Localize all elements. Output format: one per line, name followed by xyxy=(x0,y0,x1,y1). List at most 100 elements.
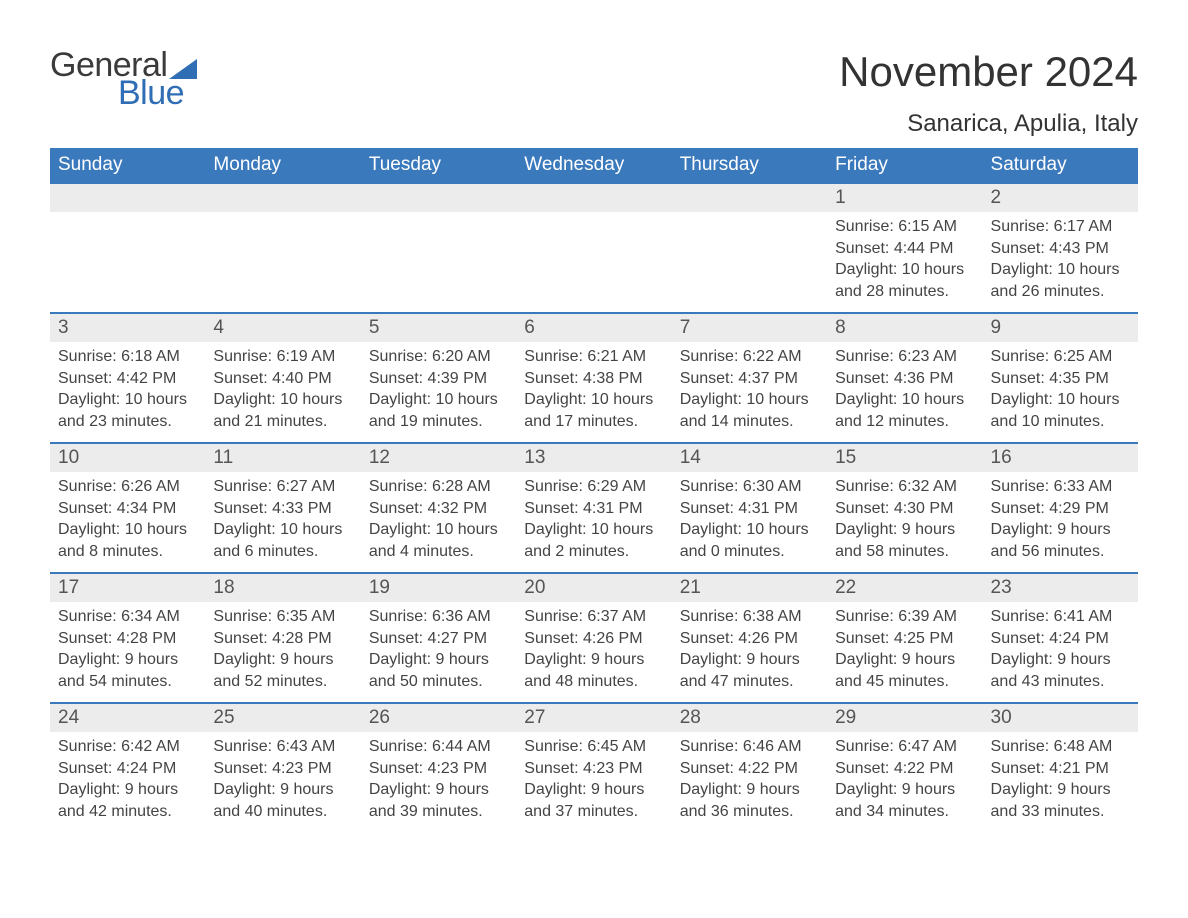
day-number: 16 xyxy=(983,444,1138,472)
sunset-line: Sunset: 4:23 PM xyxy=(213,758,352,780)
day-cell-9: 9Sunrise: 6:25 AMSunset: 4:35 PMDaylight… xyxy=(983,314,1138,442)
title-block: November 2024 Sanarica, Apulia, Italy xyxy=(839,48,1138,138)
sunrise-line: Sunrise: 6:22 AM xyxy=(680,346,819,368)
daylight-line-2: and 17 minutes. xyxy=(524,411,663,433)
daylight-line-1: Daylight: 9 hours xyxy=(213,649,352,671)
sunrise-line: Sunrise: 6:38 AM xyxy=(680,606,819,628)
sunrise-line: Sunrise: 6:42 AM xyxy=(58,736,197,758)
daylight-line-2: and 39 minutes. xyxy=(369,801,508,823)
daylight-line-1: Daylight: 9 hours xyxy=(680,649,819,671)
weekday-tuesday: Tuesday xyxy=(361,148,516,182)
day-number xyxy=(205,184,360,212)
daylight-line-2: and 40 minutes. xyxy=(213,801,352,823)
day-cell-19: 19Sunrise: 6:36 AMSunset: 4:27 PMDayligh… xyxy=(361,574,516,702)
daylight-line-2: and 50 minutes. xyxy=(369,671,508,693)
sunrise-line: Sunrise: 6:20 AM xyxy=(369,346,508,368)
sunrise-line: Sunrise: 6:45 AM xyxy=(524,736,663,758)
day-body: Sunrise: 6:32 AMSunset: 4:30 PMDaylight:… xyxy=(827,472,982,568)
sunset-line: Sunset: 4:21 PM xyxy=(991,758,1130,780)
day-number xyxy=(361,184,516,212)
daylight-line-1: Daylight: 9 hours xyxy=(835,519,974,541)
sunrise-line: Sunrise: 6:41 AM xyxy=(991,606,1130,628)
day-number: 6 xyxy=(516,314,671,342)
sunrise-line: Sunrise: 6:35 AM xyxy=(213,606,352,628)
daylight-line-2: and 12 minutes. xyxy=(835,411,974,433)
day-body: Sunrise: 6:46 AMSunset: 4:22 PMDaylight:… xyxy=(672,732,827,828)
daylight-line-1: Daylight: 10 hours xyxy=(991,259,1130,281)
daylight-line-1: Daylight: 10 hours xyxy=(835,389,974,411)
daylight-line-2: and 10 minutes. xyxy=(991,411,1130,433)
sunrise-line: Sunrise: 6:21 AM xyxy=(524,346,663,368)
day-number: 8 xyxy=(827,314,982,342)
sunrise-line: Sunrise: 6:27 AM xyxy=(213,476,352,498)
daylight-line-2: and 34 minutes. xyxy=(835,801,974,823)
daylight-line-2: and 36 minutes. xyxy=(680,801,819,823)
daylight-line-1: Daylight: 9 hours xyxy=(524,649,663,671)
day-body: Sunrise: 6:39 AMSunset: 4:25 PMDaylight:… xyxy=(827,602,982,698)
day-cell-28: 28Sunrise: 6:46 AMSunset: 4:22 PMDayligh… xyxy=(672,704,827,832)
day-body: Sunrise: 6:38 AMSunset: 4:26 PMDaylight:… xyxy=(672,602,827,698)
daylight-line-1: Daylight: 10 hours xyxy=(213,519,352,541)
day-body: Sunrise: 6:25 AMSunset: 4:35 PMDaylight:… xyxy=(983,342,1138,438)
day-body: Sunrise: 6:44 AMSunset: 4:23 PMDaylight:… xyxy=(361,732,516,828)
sunrise-line: Sunrise: 6:48 AM xyxy=(991,736,1130,758)
day-number: 25 xyxy=(205,704,360,732)
sunset-line: Sunset: 4:37 PM xyxy=(680,368,819,390)
sunset-line: Sunset: 4:24 PM xyxy=(58,758,197,780)
sunset-line: Sunset: 4:42 PM xyxy=(58,368,197,390)
daylight-line-1: Daylight: 9 hours xyxy=(524,779,663,801)
day-body: Sunrise: 6:48 AMSunset: 4:21 PMDaylight:… xyxy=(983,732,1138,828)
sunset-line: Sunset: 4:43 PM xyxy=(991,238,1130,260)
daylight-line-2: and 19 minutes. xyxy=(369,411,508,433)
day-cell-23: 23Sunrise: 6:41 AMSunset: 4:24 PMDayligh… xyxy=(983,574,1138,702)
sunrise-line: Sunrise: 6:46 AM xyxy=(680,736,819,758)
day-cell-5: 5Sunrise: 6:20 AMSunset: 4:39 PMDaylight… xyxy=(361,314,516,442)
day-cell-empty xyxy=(672,184,827,312)
daylight-line-2: and 47 minutes. xyxy=(680,671,819,693)
day-body: Sunrise: 6:19 AMSunset: 4:40 PMDaylight:… xyxy=(205,342,360,438)
day-body: Sunrise: 6:29 AMSunset: 4:31 PMDaylight:… xyxy=(516,472,671,568)
weekday-header-row: SundayMondayTuesdayWednesdayThursdayFrid… xyxy=(50,148,1138,182)
weekday-wednesday: Wednesday xyxy=(516,148,671,182)
daylight-line-1: Daylight: 10 hours xyxy=(835,259,974,281)
day-cell-10: 10Sunrise: 6:26 AMSunset: 4:34 PMDayligh… xyxy=(50,444,205,572)
day-cell-13: 13Sunrise: 6:29 AMSunset: 4:31 PMDayligh… xyxy=(516,444,671,572)
sunset-line: Sunset: 4:26 PM xyxy=(680,628,819,650)
day-body: Sunrise: 6:43 AMSunset: 4:23 PMDaylight:… xyxy=(205,732,360,828)
week-row: 1Sunrise: 6:15 AMSunset: 4:44 PMDaylight… xyxy=(50,182,1138,312)
day-number: 1 xyxy=(827,184,982,212)
day-number: 2 xyxy=(983,184,1138,212)
day-number: 12 xyxy=(361,444,516,472)
weekday-monday: Monday xyxy=(205,148,360,182)
day-cell-21: 21Sunrise: 6:38 AMSunset: 4:26 PMDayligh… xyxy=(672,574,827,702)
sunrise-line: Sunrise: 6:39 AM xyxy=(835,606,974,628)
sunset-line: Sunset: 4:31 PM xyxy=(680,498,819,520)
week-row: 3Sunrise: 6:18 AMSunset: 4:42 PMDaylight… xyxy=(50,312,1138,442)
daylight-line-2: and 21 minutes. xyxy=(213,411,352,433)
logo-triangle-icon xyxy=(169,59,197,79)
daylight-line-1: Daylight: 9 hours xyxy=(991,519,1130,541)
day-cell-15: 15Sunrise: 6:32 AMSunset: 4:30 PMDayligh… xyxy=(827,444,982,572)
sunrise-line: Sunrise: 6:37 AM xyxy=(524,606,663,628)
daylight-line-1: Daylight: 10 hours xyxy=(369,519,508,541)
day-number xyxy=(516,184,671,212)
day-number: 18 xyxy=(205,574,360,602)
location: Sanarica, Apulia, Italy xyxy=(839,110,1138,138)
day-cell-3: 3Sunrise: 6:18 AMSunset: 4:42 PMDaylight… xyxy=(50,314,205,442)
day-body: Sunrise: 6:23 AMSunset: 4:36 PMDaylight:… xyxy=(827,342,982,438)
day-body: Sunrise: 6:18 AMSunset: 4:42 PMDaylight:… xyxy=(50,342,205,438)
sunset-line: Sunset: 4:38 PM xyxy=(524,368,663,390)
day-body: Sunrise: 6:26 AMSunset: 4:34 PMDaylight:… xyxy=(50,472,205,568)
header: General Blue November 2024 Sanarica, Apu… xyxy=(50,48,1138,138)
sunrise-line: Sunrise: 6:32 AM xyxy=(835,476,974,498)
daylight-line-2: and 42 minutes. xyxy=(58,801,197,823)
sunrise-line: Sunrise: 6:28 AM xyxy=(369,476,508,498)
day-number: 7 xyxy=(672,314,827,342)
daylight-line-1: Daylight: 10 hours xyxy=(991,389,1130,411)
day-number: 10 xyxy=(50,444,205,472)
daylight-line-1: Daylight: 9 hours xyxy=(369,649,508,671)
daylight-line-1: Daylight: 9 hours xyxy=(213,779,352,801)
sunset-line: Sunset: 4:32 PM xyxy=(369,498,508,520)
daylight-line-2: and 8 minutes. xyxy=(58,541,197,563)
daylight-line-2: and 26 minutes. xyxy=(991,281,1130,303)
